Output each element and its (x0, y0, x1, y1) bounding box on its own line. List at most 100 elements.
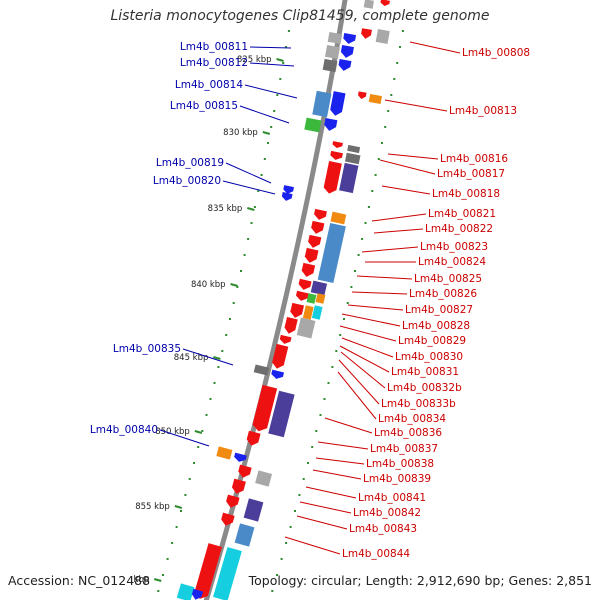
gene-label-right: Lm4b_00823 (420, 241, 488, 253)
leader-line-right (387, 153, 439, 160)
gene-label-right: Lm4b_00844 (342, 548, 410, 560)
gene-label-right: Lm4b_00816 (440, 153, 508, 165)
left-dot-track-dot (279, 78, 282, 80)
kbp-label: 835 kbp (208, 204, 243, 214)
gene-block (304, 117, 322, 133)
right-dot-track-dot (276, 574, 278, 576)
left-dot-track-dot (193, 462, 195, 464)
leader-line-right (338, 359, 380, 405)
right-dot-track-dot (367, 206, 370, 208)
gene-label-right: Lm4b_00842 (353, 507, 421, 519)
gene-arrow (338, 59, 352, 71)
right-dot-track-dot (327, 382, 330, 384)
left-dot-track-dot (205, 414, 208, 416)
gene-label-right: Lm4b_00837 (370, 443, 438, 455)
gene-block (330, 211, 347, 225)
gene-label-right: Lm4b_00833b (381, 398, 456, 410)
gene-arrow (380, 0, 390, 6)
left-dot-track-dot (197, 446, 200, 448)
gene-block (368, 93, 382, 105)
gene-arrow (296, 290, 309, 301)
right-dot-track-dot (346, 302, 349, 304)
gene-arrow (238, 464, 252, 478)
gene-label-left: Lm4b_00819 (156, 157, 224, 169)
leader-line-right (339, 345, 390, 373)
left-dot-track-dot (232, 302, 235, 304)
right-dot-track-dot (343, 318, 345, 320)
gene-arrow (298, 278, 312, 290)
gene-arrow (330, 91, 346, 116)
leader-line-right (361, 246, 419, 253)
gene-block (317, 222, 346, 284)
right-dot-track-dot (289, 526, 292, 528)
leader-line-right (347, 304, 404, 311)
leader-line-left (244, 84, 298, 99)
gene-block (213, 546, 242, 600)
accession-label: Accession: NC_012488 (8, 573, 151, 588)
right-dot-track-dot (399, 46, 401, 48)
gene-label-right: Lm4b_00832b (387, 382, 462, 394)
gene-label-right: Lm4b_00821 (428, 208, 496, 220)
gene-block (375, 29, 390, 44)
gene-arrow (281, 192, 293, 201)
kbp-tick (194, 430, 203, 434)
left-dot-track-dot (166, 558, 169, 560)
gene-arrow (221, 512, 235, 526)
gene-label-right: Lm4b_00822 (425, 223, 493, 235)
leader-line-left (159, 429, 210, 447)
gene-label-right: Lm4b_00827 (405, 304, 473, 316)
leader-line-right (381, 185, 431, 195)
gene-arrow (279, 334, 292, 344)
leader-line-left (239, 105, 290, 124)
leader-line-right (384, 99, 448, 112)
map-title: Listeria monocytogenes Clip81459, comple… (110, 8, 490, 24)
right-dot-track-dot (364, 222, 367, 224)
gene-block (347, 144, 361, 154)
gene-label-right: Lm4b_00834 (378, 413, 446, 425)
gene-arrow (332, 141, 343, 148)
left-dot-track-dot (175, 526, 178, 528)
left-dot-track-dot (229, 318, 231, 320)
gene-arrow (330, 150, 343, 160)
left-dot-track-dot (217, 366, 220, 368)
gene-label-right: Lm4b_00825 (414, 273, 482, 285)
left-dot-track-dot (225, 334, 228, 336)
gene-arrow (301, 262, 316, 277)
kbp-tick (247, 207, 255, 211)
kbp-label: kbp (134, 575, 150, 585)
kbp-label: 830 kbp (223, 128, 258, 138)
gene-label-left: Lm4b_00814 (175, 79, 243, 91)
leader-line-right (373, 228, 424, 234)
right-dot-track-dot (393, 78, 396, 80)
gene-block (315, 293, 326, 304)
kbp-tick (276, 58, 284, 62)
left-dot-track-dot (260, 174, 263, 176)
gene-arrow (284, 316, 298, 334)
gene-block (311, 305, 323, 320)
right-dot-track-dot (387, 110, 390, 112)
gene-block (327, 31, 343, 45)
leader-line-right (317, 441, 369, 450)
gene-block (322, 58, 338, 73)
right-dot-track-dot (390, 94, 393, 96)
leader-line-left (225, 162, 272, 184)
gene-label-right: Lm4b_00830 (395, 351, 463, 363)
leader-line-right (284, 536, 341, 555)
leader-line-right (312, 469, 362, 480)
left-dot-track-dot (236, 286, 239, 288)
gene-arrow (311, 220, 325, 234)
gene-label-left: Lm4b_00815 (170, 100, 238, 112)
right-dot-track-dot (377, 158, 380, 160)
right-dot-track-dot (271, 590, 274, 592)
right-dot-track-dot (319, 414, 322, 416)
right-dot-track-dot (315, 430, 318, 432)
leader-line-right (305, 486, 357, 499)
gene-label-right: Lm4b_00808 (462, 47, 530, 59)
gene-label-right: Lm4b_00831 (391, 366, 459, 378)
gene-label-left: Lm4b_00820 (153, 175, 221, 187)
right-dot-track-dot (357, 254, 360, 256)
gene-arrow (323, 161, 342, 194)
gene-block (312, 90, 332, 118)
gene-label-right: Lm4b_00813 (449, 105, 517, 117)
right-dot-track-dot (374, 174, 377, 176)
